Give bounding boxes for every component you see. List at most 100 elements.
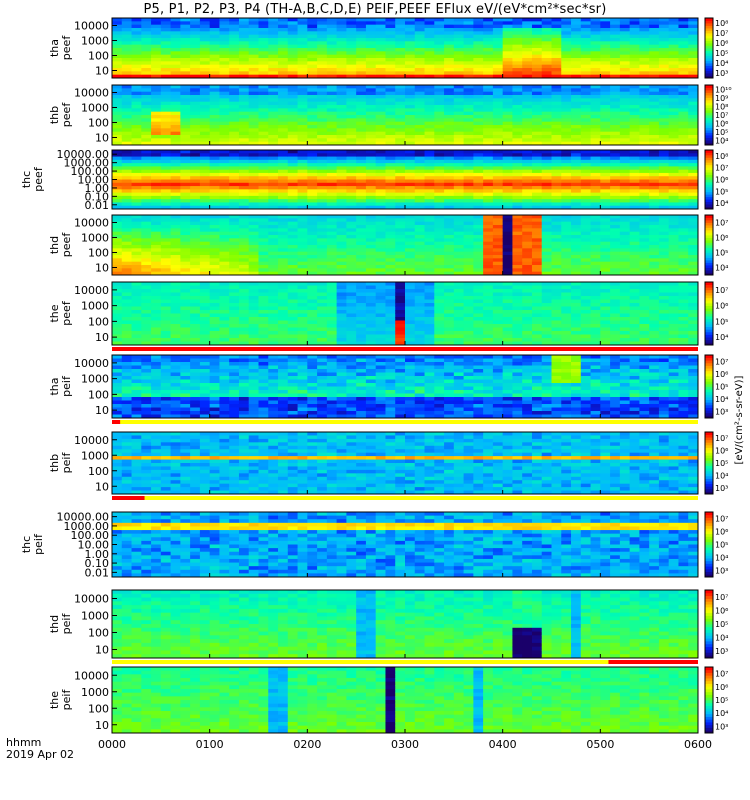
spectrogram-cell xyxy=(541,192,552,197)
spectrogram-cell xyxy=(131,135,142,139)
spectrogram-cell xyxy=(238,135,250,139)
spectrogram-cell xyxy=(180,74,191,79)
spectrogram-cell xyxy=(434,141,445,146)
spectrogram-cell xyxy=(307,98,318,103)
spectrogram-cell xyxy=(365,108,377,113)
spectrogram-cell xyxy=(541,231,552,236)
spectrogram-cell xyxy=(463,21,474,26)
spectrogram-cell xyxy=(229,166,240,171)
spectrogram-cell xyxy=(668,189,679,194)
spectrogram-cell xyxy=(278,91,289,96)
spectrogram-cell xyxy=(248,121,259,126)
spectrogram-cell xyxy=(268,182,279,187)
spectrogram-cell xyxy=(619,205,631,210)
spectrogram-cell xyxy=(248,282,259,286)
spectrogram-cell xyxy=(287,205,299,210)
spectrogram-cell xyxy=(238,186,250,190)
spectrogram-cell xyxy=(199,182,211,187)
spectrogram-cell xyxy=(287,128,299,133)
spectrogram-cell xyxy=(610,199,621,203)
colorbar-segment xyxy=(705,28,713,31)
spectrogram-cell xyxy=(258,54,269,59)
spectrogram-cell xyxy=(307,189,318,194)
spectrogram-cell xyxy=(180,128,191,133)
spectrogram-cell xyxy=(365,98,377,103)
spectrogram-cell xyxy=(141,195,152,200)
spectrogram-cell xyxy=(151,95,162,99)
spectrogram-cell xyxy=(199,125,211,129)
spectrogram-cell xyxy=(639,179,650,184)
spectrogram-cell xyxy=(600,141,611,146)
colorbar-tick-label: 10⁴ xyxy=(715,199,728,208)
spectrogram-cell xyxy=(219,320,230,325)
spectrogram-cell xyxy=(287,228,299,233)
spectrogram-cell xyxy=(619,38,631,42)
spectrogram-cell xyxy=(444,18,455,22)
spectrogram-cell xyxy=(375,61,386,66)
spectrogram-cell xyxy=(619,195,631,200)
spectrogram-cell xyxy=(248,341,259,346)
spectrogram-cell xyxy=(317,292,328,297)
spectrogram-cell xyxy=(483,228,494,233)
spectrogram-cell xyxy=(336,48,347,52)
spectrogram-cell xyxy=(190,51,201,56)
spectrogram-cell xyxy=(551,241,562,246)
spectrogram-cell xyxy=(580,150,592,154)
spectrogram-cell xyxy=(209,28,220,32)
spectrogram-cell xyxy=(444,215,455,219)
spectrogram-cell xyxy=(483,176,494,180)
spectrogram-cell xyxy=(287,271,299,276)
spectrogram-cell xyxy=(336,51,347,56)
spectrogram-cell xyxy=(444,251,455,256)
spectrogram-cell xyxy=(541,238,552,243)
spectrogram-cell xyxy=(160,241,172,246)
spectrogram-cell xyxy=(658,111,670,116)
spectrogram-cell xyxy=(160,111,172,116)
spectrogram-cell xyxy=(473,271,484,276)
spectrogram-cell xyxy=(356,115,367,119)
spectrogram-cell xyxy=(170,218,181,223)
spectrogram-cell xyxy=(483,31,494,36)
spectrogram-cell xyxy=(678,131,689,136)
spectrogram-cell xyxy=(199,24,211,29)
spectrogram-cell xyxy=(502,88,513,93)
spectrogram-cell xyxy=(453,166,465,171)
spectrogram-cell xyxy=(463,163,474,167)
spectrogram-cell xyxy=(473,265,484,269)
spectrogram-cell xyxy=(590,74,601,79)
spectrogram-cell xyxy=(365,128,377,133)
spectrogram-cell xyxy=(365,159,377,164)
spectrogram-cell xyxy=(590,141,601,146)
spectrogram-cell xyxy=(639,189,650,194)
spectrogram-cell xyxy=(287,95,299,99)
spectrogram-cell xyxy=(209,271,220,276)
spectrogram-cell xyxy=(248,241,259,246)
spectrogram-cell xyxy=(502,111,513,116)
spectrogram-cell xyxy=(629,159,640,164)
spectrogram-cell xyxy=(190,182,201,187)
spectrogram-cell xyxy=(678,141,689,146)
spectrogram-cell xyxy=(375,221,386,226)
spectrogram-cell xyxy=(287,166,299,171)
spectrogram-cell xyxy=(199,150,211,154)
spectrogram-cell xyxy=(590,172,601,177)
spectrogram-cell xyxy=(258,138,269,143)
spectrogram-cell xyxy=(170,248,181,253)
spectrogram-cell xyxy=(346,61,357,66)
spectrogram-cell xyxy=(287,218,299,223)
spectrogram-cell xyxy=(121,141,133,146)
spectrogram-cell xyxy=(512,131,523,136)
spectrogram-cell xyxy=(512,68,523,72)
spectrogram-cell xyxy=(268,296,279,300)
spectrogram-cell xyxy=(531,268,543,273)
spectrogram-cell xyxy=(199,105,211,109)
spectrogram-cell xyxy=(287,172,299,177)
spectrogram-cell xyxy=(112,159,123,164)
spectrogram-cell xyxy=(649,115,660,119)
y-tick-label: 0.10 xyxy=(85,190,110,203)
spectrogram-cell xyxy=(522,172,533,177)
spectrogram-cell xyxy=(131,296,142,300)
spectrogram-cell xyxy=(258,313,269,318)
spectrogram-cell xyxy=(444,258,455,263)
spectrogram-cell xyxy=(678,255,689,259)
